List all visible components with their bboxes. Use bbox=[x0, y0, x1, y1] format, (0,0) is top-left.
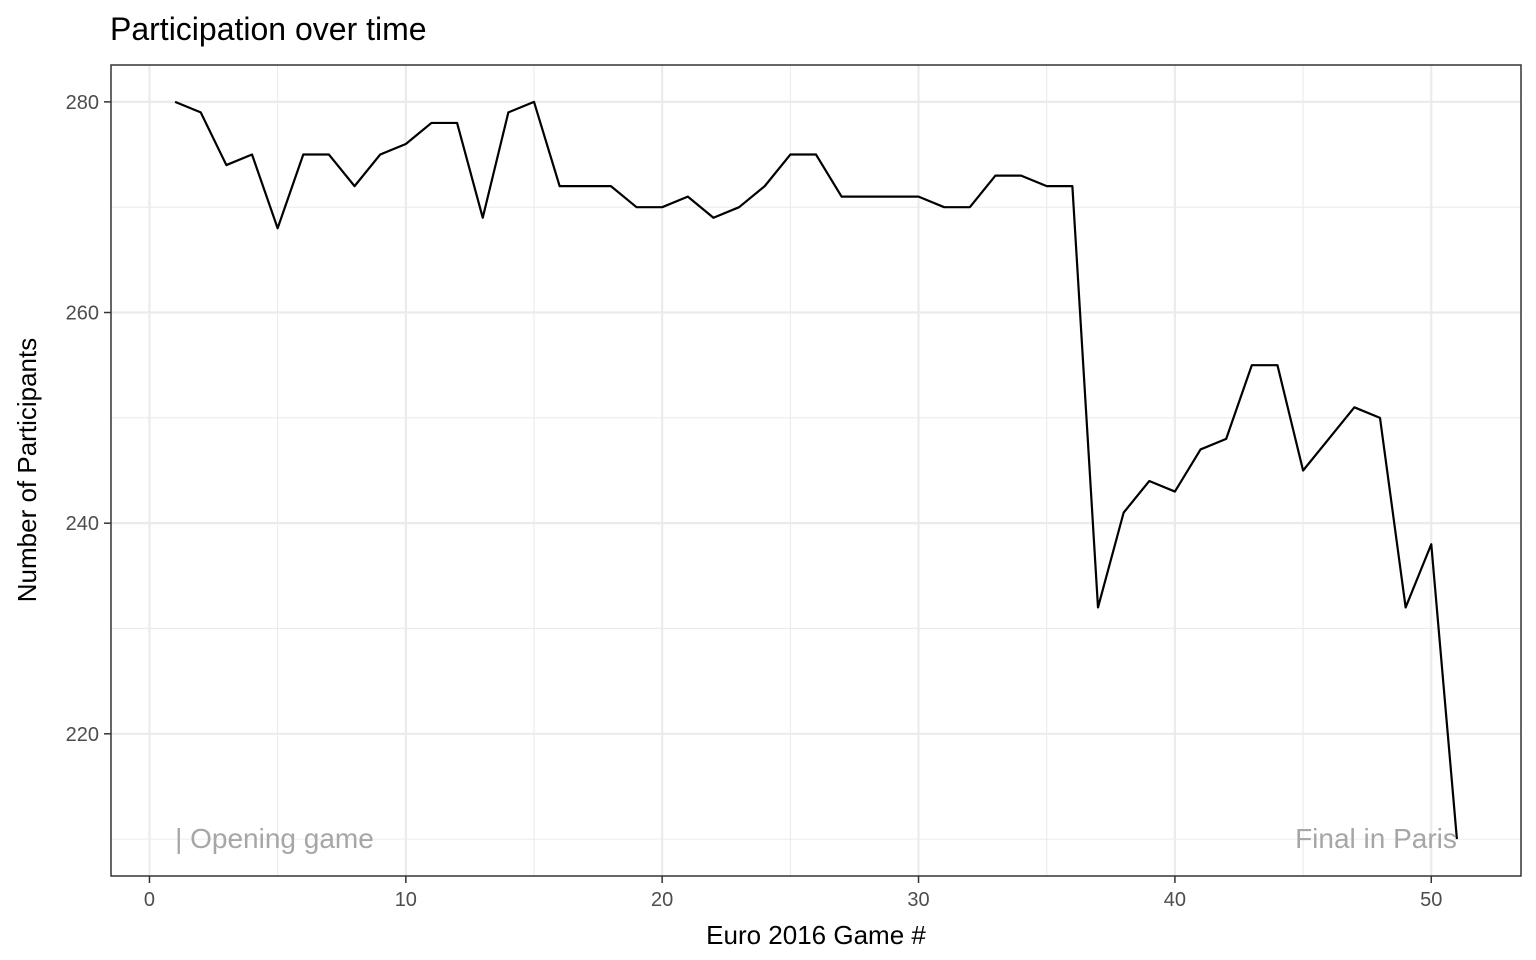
y-tick-label: 260 bbox=[66, 303, 99, 325]
grid-lines bbox=[111, 65, 1521, 876]
plot-panel-border bbox=[110, 64, 1522, 877]
x-axis-label: Euro 2016 Game # bbox=[706, 920, 926, 950]
y-tick-label: 240 bbox=[66, 513, 99, 535]
x-tick-label: 20 bbox=[651, 889, 673, 911]
annotation-opening-game: | Opening game bbox=[175, 823, 374, 854]
series-layer bbox=[174, 100, 1459, 840]
x-axis: 0 10 20 30 40 50 bbox=[144, 876, 1442, 911]
x-tick-label: 40 bbox=[1164, 889, 1186, 911]
annotation-final-in-paris: Final in Paris bbox=[1295, 823, 1457, 854]
y-axis: 220 240 260 280 bbox=[66, 92, 111, 746]
x-tick-label: 50 bbox=[1420, 889, 1442, 911]
participants-line bbox=[174, 100, 1459, 840]
annotation-layer: | Opening game Final in Paris bbox=[175, 823, 1457, 854]
x-tick-label: 10 bbox=[395, 889, 417, 911]
y-tick-label: 220 bbox=[66, 724, 99, 746]
y-axis-label: Number of Participants bbox=[12, 338, 42, 602]
x-tick-label: 0 bbox=[144, 889, 155, 911]
y-tick-label: 280 bbox=[66, 92, 99, 114]
chart-title: Participation over time bbox=[110, 11, 427, 47]
x-tick-label: 30 bbox=[907, 889, 929, 911]
